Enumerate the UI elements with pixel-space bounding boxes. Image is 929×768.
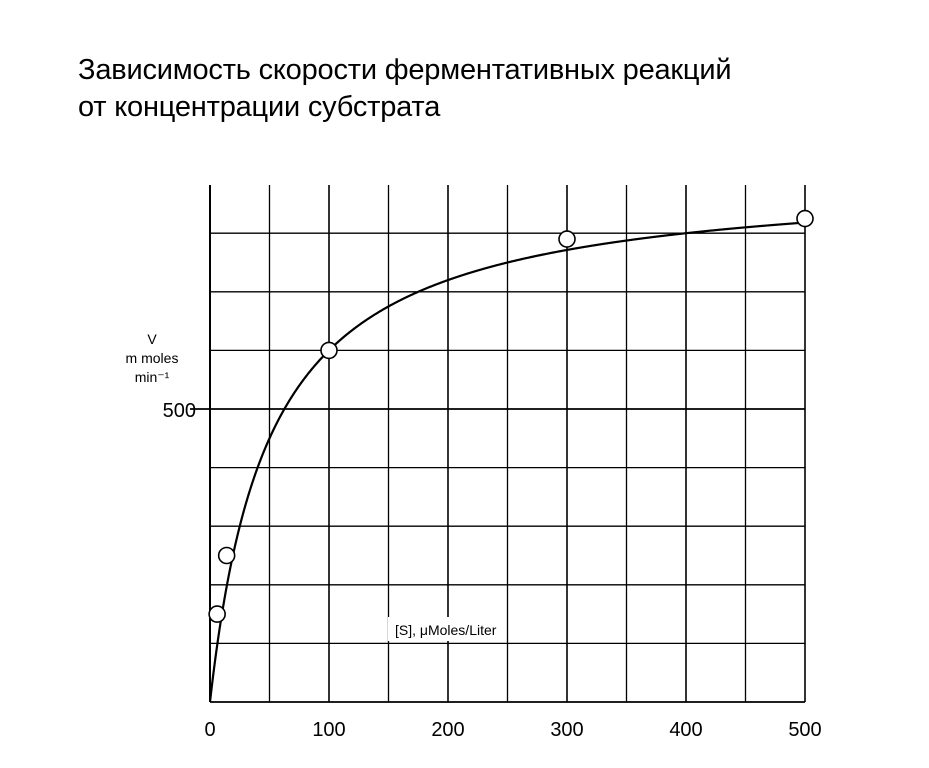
data-point-1 xyxy=(208,605,226,623)
data-point-3 xyxy=(320,341,338,360)
grid xyxy=(190,185,806,703)
y-axis-label-line-2: m moles xyxy=(126,350,179,366)
data-points xyxy=(208,209,814,623)
x-tick-label-400: 400 xyxy=(669,719,702,741)
x-axis-label: [S], μMoles/Liter xyxy=(395,622,497,638)
x-tick-label-300: 300 xyxy=(550,719,583,741)
y-axis-label-background xyxy=(112,328,208,390)
tick-labels: 0 100 200 300 400 500 500 xyxy=(163,400,822,741)
series-curve xyxy=(208,221,806,703)
y-axis-label: V m moles min⁻¹ xyxy=(112,328,208,390)
slide-title: Зависимость скорости ферментативных реак… xyxy=(78,52,732,126)
slide-title-line-2: от концентрации субстрата xyxy=(78,91,441,123)
data-point-2 xyxy=(217,546,236,565)
x-tick-label-100: 100 xyxy=(312,719,345,741)
data-point-4 xyxy=(558,230,576,248)
y-axis-label-line-3: min⁻¹ xyxy=(135,369,170,385)
y-tick-label-500: 500 xyxy=(163,400,196,422)
data-point-5 xyxy=(796,209,814,228)
x-axis-label-background xyxy=(388,617,504,641)
x-tick-label-200: 200 xyxy=(431,719,464,741)
slide-title-line-1: Зависимость скорости ферментативных реак… xyxy=(78,54,732,86)
series-curve-layer xyxy=(208,221,806,703)
x-tick-label-500: 500 xyxy=(788,719,821,741)
x-tick-label-0: 0 xyxy=(204,719,215,741)
y-axis-label-line-1: V xyxy=(147,331,157,347)
